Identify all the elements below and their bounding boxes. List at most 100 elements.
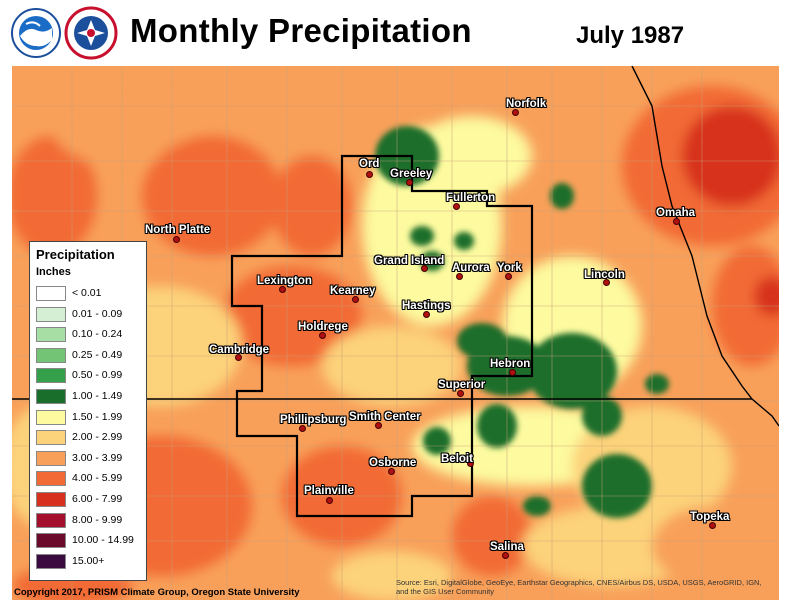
city-marker-superior bbox=[457, 390, 464, 397]
legend-item: 1.50 - 1.99 bbox=[36, 409, 144, 426]
city-label-holdrege: Holdrege bbox=[298, 321, 348, 333]
legend-item: 0.50 - 0.99 bbox=[36, 367, 144, 384]
city-marker-lincoln bbox=[603, 279, 610, 286]
city-label-osborne: Osborne bbox=[369, 457, 417, 469]
legend-swatch bbox=[36, 553, 66, 569]
legend-label: 15.00+ bbox=[72, 554, 105, 567]
city-label-hebron: Hebron bbox=[490, 358, 531, 370]
legend-label: 8.00 - 9.99 bbox=[72, 513, 123, 526]
header: Monthly Precipitation July 1987 bbox=[0, 0, 792, 66]
legend-swatch bbox=[36, 492, 66, 507]
city-label-cambridge: Cambridge bbox=[209, 344, 270, 356]
legend-swatch bbox=[36, 286, 66, 301]
city-marker-fullerton bbox=[453, 203, 460, 210]
city-marker-lexington bbox=[279, 286, 286, 293]
legend-label: 2.00 - 2.99 bbox=[72, 431, 123, 444]
legend-label: 10.00 - 14.99 bbox=[72, 534, 134, 547]
city-label-smith-center: Smith Center bbox=[349, 411, 421, 423]
city-marker-grand-island bbox=[421, 265, 428, 272]
city-marker-norfolk bbox=[512, 109, 519, 116]
nws-logo bbox=[64, 6, 118, 60]
legend-label: 0.01 - 0.09 bbox=[72, 307, 123, 320]
city-marker-holdrege bbox=[319, 332, 326, 339]
legend-swatch bbox=[36, 389, 66, 404]
legend-label: 0.25 - 0.49 bbox=[72, 348, 123, 361]
city-label-lincoln: Lincoln bbox=[584, 269, 625, 281]
city-marker-omaha bbox=[673, 218, 680, 225]
city-marker-beloit bbox=[467, 460, 474, 467]
city-marker-kearney bbox=[352, 296, 359, 303]
legend-item: 4.00 - 5.99 bbox=[36, 470, 144, 487]
city-label-york: York bbox=[497, 262, 522, 274]
city-label-north-platte: North Platte bbox=[145, 224, 211, 236]
city-label-lexington: Lexington bbox=[257, 275, 312, 287]
city-label-greeley: Greeley bbox=[390, 168, 433, 180]
legend-units: Inches bbox=[36, 266, 71, 278]
legend-item: < 0.01 bbox=[36, 285, 144, 302]
legend-label: 1.50 - 1.99 bbox=[72, 410, 123, 423]
legend-item: 0.10 - 0.24 bbox=[36, 326, 144, 343]
legend-label: < 0.01 bbox=[72, 287, 102, 299]
legend-swatch bbox=[36, 409, 66, 425]
map-title: Monthly Precipitation bbox=[130, 12, 472, 49]
legend-item: 8.00 - 9.99 bbox=[36, 512, 144, 529]
city-marker-phillipsburg bbox=[299, 425, 306, 432]
legend-label: 6.00 - 7.99 bbox=[72, 493, 123, 505]
city-label-ord: Ord bbox=[359, 158, 380, 170]
legend-swatch bbox=[36, 430, 66, 446]
legend-label: 3.00 - 3.99 bbox=[72, 451, 123, 464]
legend-label: 0.10 - 0.24 bbox=[72, 328, 123, 341]
city-label-aurora: Aurora bbox=[452, 262, 490, 274]
city-marker-aurora bbox=[456, 273, 463, 280]
city-marker-osborne bbox=[388, 468, 395, 475]
legend-title: Precipitation bbox=[36, 247, 115, 262]
city-marker-salina bbox=[502, 552, 509, 559]
map-credits: Source: Esri, DigitalGlobe, GeoEye, Eart… bbox=[396, 578, 762, 596]
legend-swatch bbox=[36, 327, 66, 343]
legend-swatch bbox=[36, 306, 66, 322]
city-marker-greeley bbox=[406, 179, 413, 186]
city-marker-cambridge bbox=[235, 354, 242, 361]
legend-item: 10.00 - 14.99 bbox=[36, 532, 144, 549]
city-marker-smith-center bbox=[375, 422, 382, 429]
legend-swatch bbox=[36, 533, 66, 549]
city-marker-plainville bbox=[326, 497, 333, 504]
legend-item: 0.01 - 0.09 bbox=[36, 306, 144, 323]
city-label-phillipsburg: Phillipsburg bbox=[280, 414, 347, 426]
city-label-plainville: Plainville bbox=[304, 485, 354, 497]
map-date: July 1987 bbox=[576, 22, 685, 49]
legend-label: 0.50 - 0.99 bbox=[72, 369, 123, 382]
noaa-logo bbox=[11, 8, 61, 58]
city-label-fullerton: Fullerton bbox=[446, 192, 496, 204]
legend-swatch bbox=[36, 347, 66, 363]
city-marker-topeka bbox=[709, 522, 716, 529]
legend-swatch bbox=[36, 471, 66, 487]
city-label-grand-island: Grand Island bbox=[374, 255, 445, 267]
city-marker-ord bbox=[366, 171, 373, 178]
copyright-text: Copyright 2017, PRISM Climate Group, Ore… bbox=[14, 587, 300, 598]
legend-swatch bbox=[36, 368, 66, 384]
city-label-topeka: Topeka bbox=[690, 511, 730, 523]
city-marker-hastings bbox=[423, 311, 430, 318]
forecast-area-outline bbox=[230, 154, 534, 518]
legend-swatch bbox=[36, 450, 66, 466]
legend-item: 0.25 - 0.49 bbox=[36, 347, 144, 364]
city-label-salina: Salina bbox=[490, 541, 524, 553]
city-label-kearney: Kearney bbox=[330, 285, 376, 297]
legend-label: 4.00 - 5.99 bbox=[72, 472, 123, 485]
legend-item: 15.00+ bbox=[36, 553, 144, 570]
city-marker-york bbox=[505, 273, 512, 280]
legend-item: 2.00 - 2.99 bbox=[36, 429, 144, 446]
legend-item: 3.00 - 3.99 bbox=[36, 450, 144, 467]
city-label-superior: Superior bbox=[438, 379, 486, 391]
city-label-hastings: Hastings bbox=[402, 300, 451, 312]
legend-swatch bbox=[36, 512, 66, 528]
legend-item: 1.00 - 1.49 bbox=[36, 388, 144, 405]
city-marker-north-platte bbox=[173, 236, 180, 243]
legend-item: 6.00 - 7.99 bbox=[36, 491, 144, 508]
city-label-omaha: Omaha bbox=[656, 207, 695, 219]
city-label-beloit: Beloit bbox=[441, 453, 473, 465]
legend-label: 1.00 - 1.49 bbox=[72, 390, 123, 402]
city-marker-hebron bbox=[509, 369, 516, 376]
legend: Precipitation Inches < 0.01 0.01 - 0.09 0.… bbox=[29, 241, 147, 581]
